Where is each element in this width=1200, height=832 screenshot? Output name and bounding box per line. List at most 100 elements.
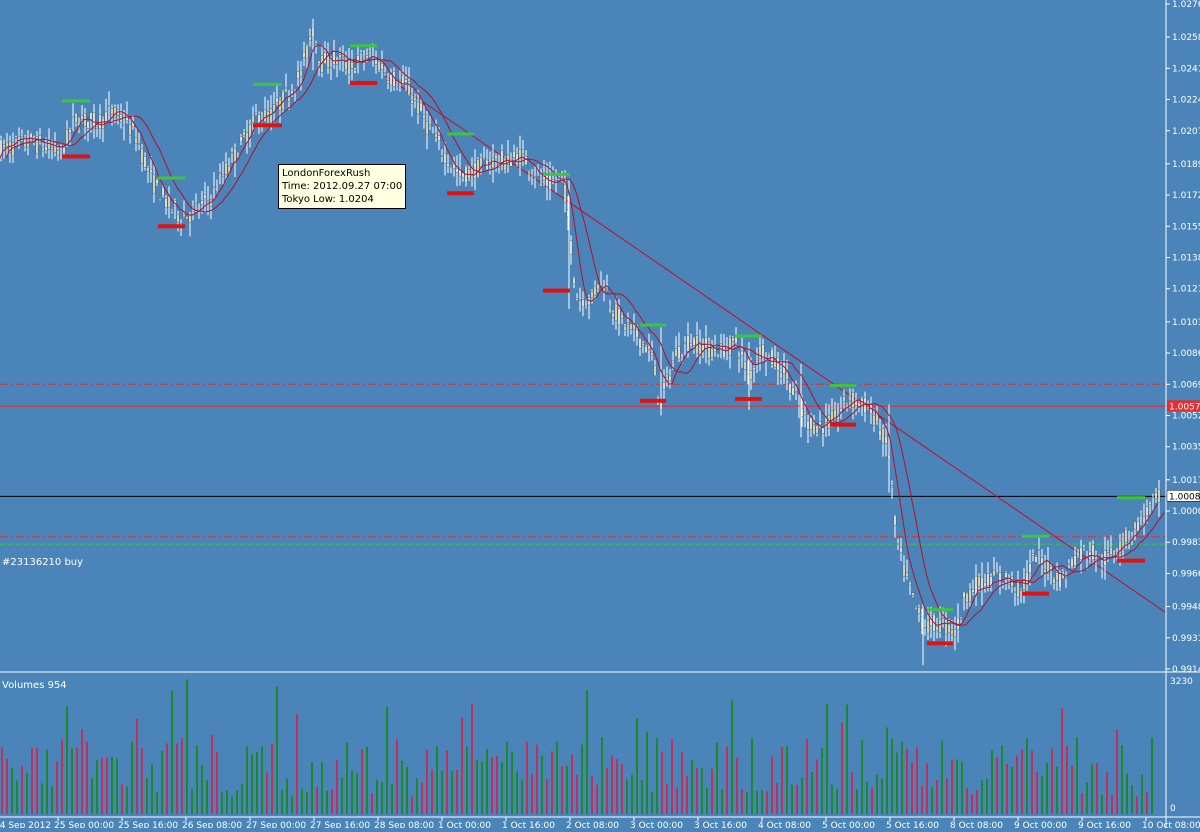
- candle-body: [911, 592, 915, 596]
- candle-body: [362, 57, 366, 60]
- session-low-marker: [253, 123, 282, 128]
- candle-body: [407, 81, 411, 96]
- candle: [983, 573, 987, 593]
- candle: [71, 103, 75, 132]
- candle: [308, 28, 312, 47]
- candle: [992, 557, 996, 577]
- candle: [509, 152, 513, 167]
- candle-body: [41, 147, 45, 152]
- time-tick-label: 5 Oct 16:00: [886, 821, 939, 828]
- candle: [710, 339, 714, 361]
- candle-body: [923, 627, 927, 629]
- candle-body: [134, 137, 138, 144]
- candle-body: [605, 288, 609, 291]
- price-tick-label: 1.0258: [1172, 33, 1200, 43]
- candle-body: [194, 202, 198, 206]
- candle: [1091, 540, 1095, 564]
- candle: [614, 296, 618, 330]
- candle-body: [503, 158, 507, 171]
- candle: [317, 60, 321, 77]
- order-label[interactable]: #23136210 buy: [2, 557, 83, 568]
- candle: [908, 581, 912, 596]
- candle: [1004, 571, 1008, 591]
- candle: [884, 423, 888, 457]
- candle-body: [152, 174, 156, 194]
- candle: [980, 562, 984, 606]
- candle-body: [803, 411, 807, 415]
- candle: [1073, 546, 1077, 568]
- time-tick-label: 9 Oct 16:00: [1078, 821, 1131, 828]
- candle: [41, 142, 45, 158]
- candle-body: [275, 97, 279, 103]
- candle: [638, 338, 642, 357]
- candle-body: [218, 172, 222, 174]
- candle-body: [1100, 567, 1104, 569]
- candle-body: [158, 200, 162, 202]
- candle: [275, 85, 279, 106]
- candle: [1064, 571, 1068, 588]
- candle-body: [47, 140, 51, 150]
- candle-body: [314, 43, 318, 45]
- candle: [137, 132, 141, 150]
- session-high-marker: [830, 384, 856, 388]
- candle-body: [992, 569, 996, 577]
- candle: [491, 144, 495, 183]
- candle: [728, 335, 732, 369]
- candle: [788, 383, 792, 401]
- candle: [413, 93, 417, 109]
- candle-body: [332, 51, 336, 65]
- candle-body: [914, 606, 918, 608]
- candle-body: [269, 108, 273, 124]
- candle: [425, 111, 429, 150]
- candle-body: [242, 131, 246, 136]
- candle-body: [575, 298, 579, 301]
- candle-body: [740, 350, 744, 356]
- candle: [596, 284, 600, 293]
- candle: [968, 583, 972, 608]
- trendline[interactable]: [384, 75, 1166, 613]
- candle: [329, 56, 333, 80]
- candle-body: [317, 60, 321, 65]
- candle-body: [1154, 492, 1158, 499]
- candle-body: [821, 427, 825, 434]
- candle: [80, 105, 84, 124]
- candle-body: [479, 157, 483, 167]
- candle: [1022, 567, 1026, 604]
- level-lines[interactable]: 1.0057 1.0008: [0, 383, 1200, 545]
- candle-body: [104, 111, 108, 123]
- candle-body: [176, 213, 180, 223]
- candle: [917, 604, 921, 622]
- candle-body: [941, 617, 945, 620]
- candle-body: [371, 57, 375, 59]
- candle: [635, 324, 639, 346]
- candle-body: [965, 592, 969, 603]
- candle: [203, 181, 207, 214]
- candle-body: [401, 75, 405, 84]
- candle: [902, 555, 906, 582]
- candle: [599, 270, 603, 286]
- candle-body: [359, 52, 363, 54]
- candle-body: [572, 277, 576, 284]
- session-low-marker: [1022, 591, 1049, 596]
- candle-body: [539, 176, 543, 181]
- candle-body: [752, 367, 756, 371]
- candle: [158, 199, 162, 202]
- time-tick-label: 27 Sep 00:00: [246, 821, 306, 828]
- candle-body: [509, 159, 513, 167]
- candle: [314, 40, 318, 54]
- candle: [14, 135, 18, 147]
- price-tick-label: 1.0276: [1172, 0, 1200, 10]
- candle-body: [788, 383, 792, 394]
- candle-body: [20, 134, 24, 137]
- price-tick-label: 1.0103: [1172, 318, 1200, 328]
- candle: [632, 313, 636, 342]
- candle: [662, 369, 666, 402]
- candle: [671, 351, 675, 371]
- candle: [218, 163, 222, 185]
- candle: [629, 323, 633, 335]
- candle: [611, 310, 615, 325]
